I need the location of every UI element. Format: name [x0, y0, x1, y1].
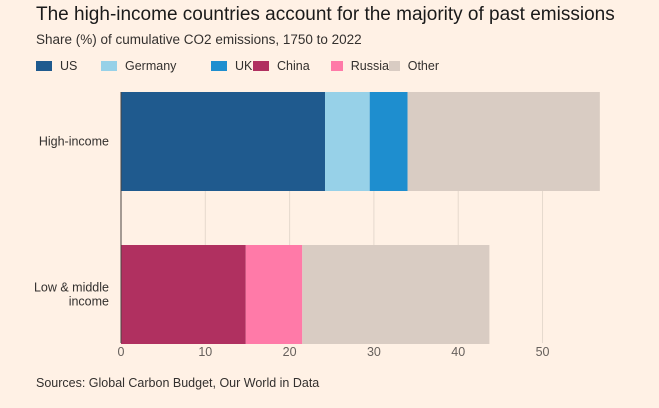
legend-label: US: [60, 59, 78, 73]
bar-segment-other: [302, 245, 490, 344]
legend-item-uk: UK: [211, 59, 253, 73]
legend-item-russia: Russia: [331, 59, 389, 73]
x-tick-label: 50: [536, 345, 550, 359]
bar-segment-us: [121, 92, 326, 191]
bar-segment-uk: [369, 92, 408, 191]
bar-segment-china: [121, 245, 246, 344]
legend-label: China: [277, 59, 310, 73]
legend-label: Other: [407, 59, 439, 73]
category-label: High-income: [39, 135, 109, 149]
legend-swatch: [253, 61, 269, 71]
x-tick-label: 10: [198, 345, 212, 359]
legend: US Germany UK China Russia Other: [36, 58, 439, 74]
legend-label: Germany: [125, 59, 177, 73]
legend-swatch: [36, 61, 52, 71]
bar-segment-other: [407, 92, 600, 191]
bar-segment-germany: [325, 92, 370, 191]
x-tick-label: 20: [283, 345, 297, 359]
legend-item-china: China: [253, 59, 331, 73]
bar-segment-russia: [245, 245, 303, 344]
legend-item-other: Other: [389, 59, 439, 73]
legend-swatch: [389, 61, 400, 71]
legend-label: UK: [235, 59, 253, 73]
legend-item-germany: Germany: [101, 59, 211, 73]
chart-subtitle: Share (%) of cumulative CO2 emissions, 1…: [36, 32, 362, 47]
category-label: Low & middle: [34, 281, 109, 295]
legend-item-us: US: [36, 59, 101, 73]
category-label: income: [69, 295, 109, 309]
chart-title: The high-income countries account for th…: [36, 4, 615, 25]
legend-swatch: [211, 61, 227, 71]
x-tick-label: 30: [367, 345, 381, 359]
legend-label: Russia: [350, 59, 389, 73]
x-tick-label: 40: [451, 345, 465, 359]
source-note: Sources: Global Carbon Budget, Our World…: [36, 376, 320, 390]
legend-swatch: [331, 61, 343, 71]
legend-swatch: [101, 61, 117, 71]
x-tick-label: 0: [118, 345, 125, 359]
